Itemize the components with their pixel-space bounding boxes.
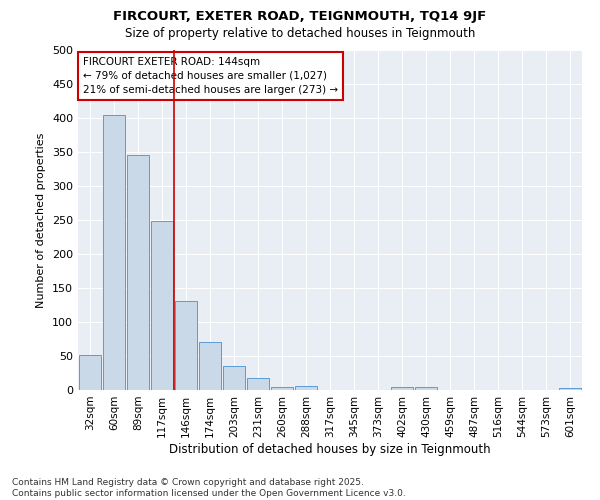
Bar bbox=[247, 378, 269, 390]
Bar bbox=[151, 222, 173, 390]
Bar bbox=[415, 388, 437, 390]
Y-axis label: Number of detached properties: Number of detached properties bbox=[37, 132, 46, 308]
Text: Contains HM Land Registry data © Crown copyright and database right 2025.
Contai: Contains HM Land Registry data © Crown c… bbox=[12, 478, 406, 498]
Bar bbox=[223, 366, 245, 390]
Bar bbox=[295, 386, 317, 390]
Bar bbox=[79, 354, 101, 390]
Bar bbox=[103, 116, 125, 390]
X-axis label: Distribution of detached houses by size in Teignmouth: Distribution of detached houses by size … bbox=[169, 442, 491, 456]
Text: Size of property relative to detached houses in Teignmouth: Size of property relative to detached ho… bbox=[125, 28, 475, 40]
Text: FIRCOURT EXETER ROAD: 144sqm
← 79% of detached houses are smaller (1,027)
21% of: FIRCOURT EXETER ROAD: 144sqm ← 79% of de… bbox=[83, 57, 338, 95]
Bar bbox=[391, 386, 413, 390]
Bar bbox=[559, 388, 581, 390]
Text: FIRCOURT, EXETER ROAD, TEIGNMOUTH, TQ14 9JF: FIRCOURT, EXETER ROAD, TEIGNMOUTH, TQ14 … bbox=[113, 10, 487, 23]
Bar bbox=[127, 154, 149, 390]
Bar bbox=[175, 301, 197, 390]
Bar bbox=[199, 342, 221, 390]
Bar bbox=[271, 386, 293, 390]
